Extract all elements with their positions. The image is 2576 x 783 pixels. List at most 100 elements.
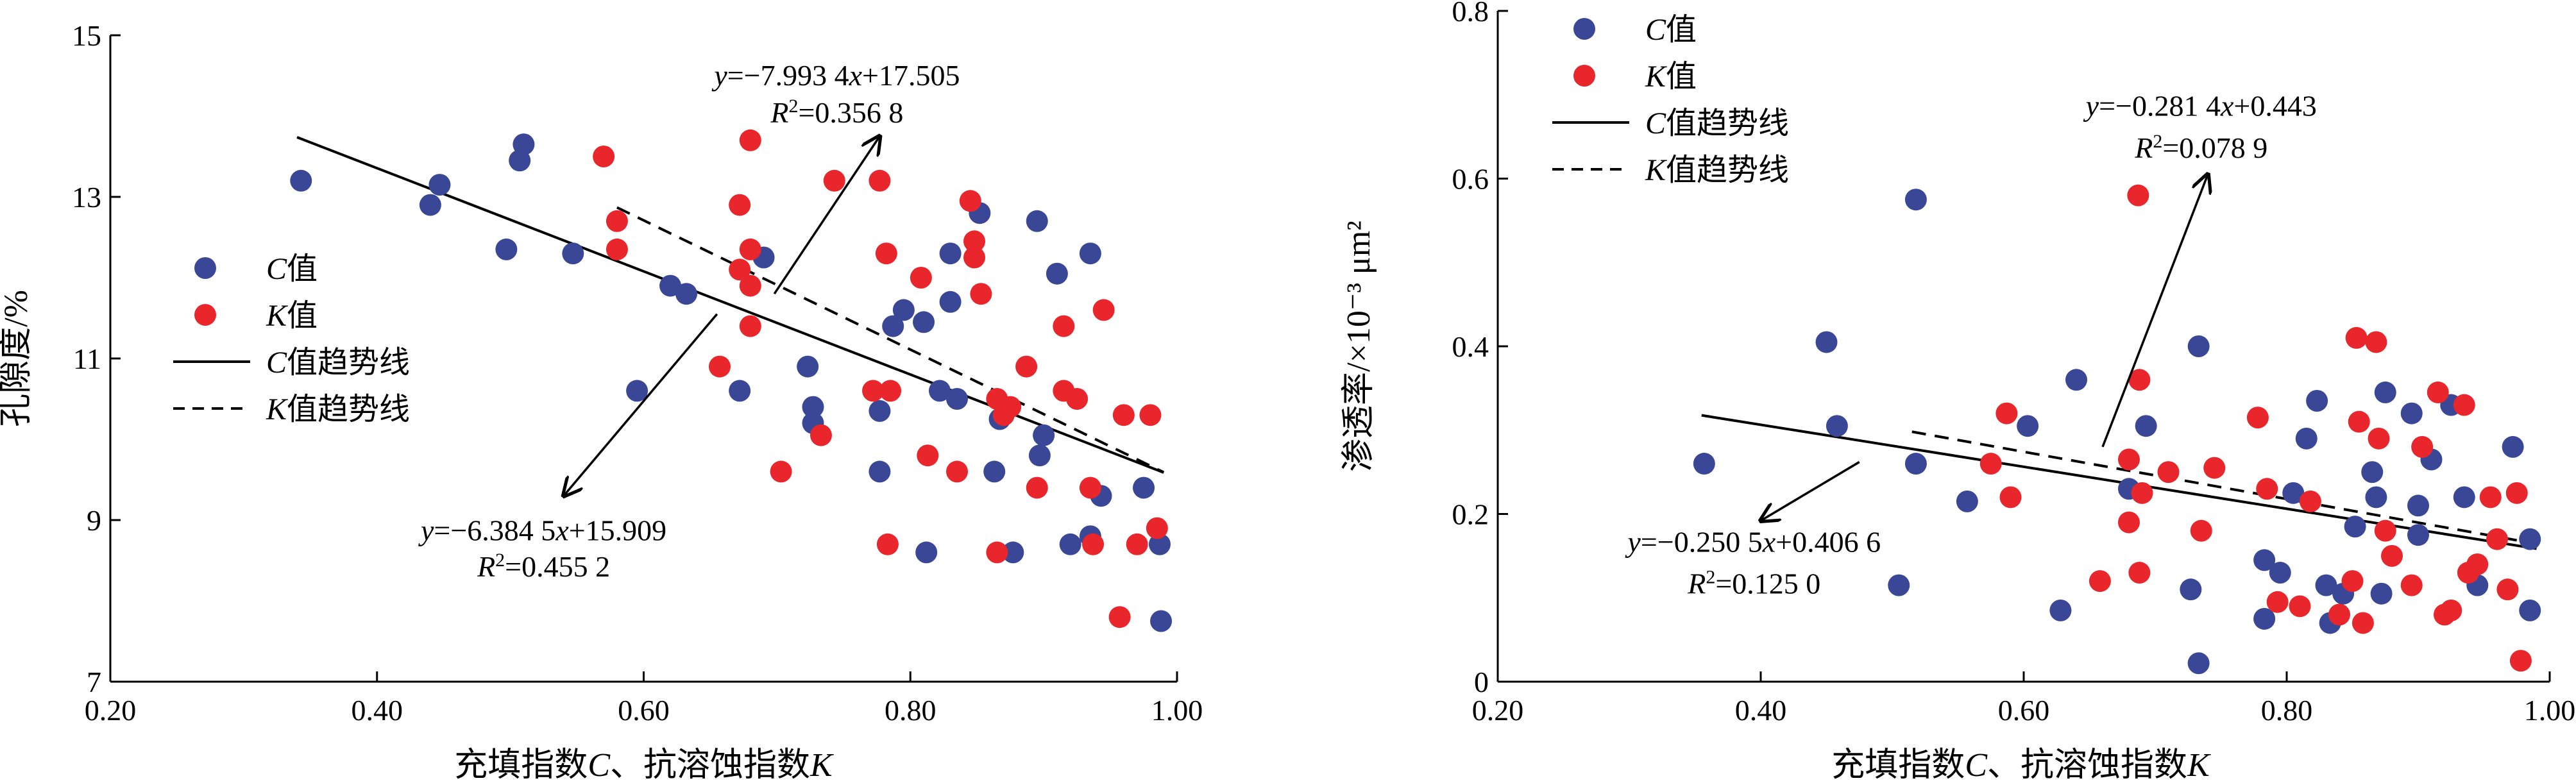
- chart2-k-point: [2203, 457, 2226, 479]
- chart1-y-tick-label: 7: [87, 666, 101, 698]
- chart1-c-point: [290, 169, 312, 192]
- chart2-k-point: [2190, 519, 2212, 542]
- chart2-y-tick-label: 0: [1474, 666, 1489, 698]
- chart1-c-point: [913, 311, 935, 333]
- chart2-k-point: [2348, 410, 2370, 433]
- chart2-x-axis-title: 充填指数C、抗溶蚀指数K: [1831, 747, 2211, 783]
- chart2-k-point: [1999, 486, 2022, 509]
- chart1-k-point: [1053, 315, 1075, 337]
- chart2-c-point: [2407, 494, 2429, 517]
- chart2-c-point: [2374, 381, 2396, 403]
- chart2-k-point: [2131, 482, 2153, 504]
- chart2-legend-c-value-marker: [1573, 18, 1595, 40]
- chart2-k-point: [2256, 478, 2278, 500]
- chart2-k-point: [2486, 528, 2508, 550]
- chart1-k-point: [606, 238, 628, 260]
- chart1-k-point: [910, 267, 932, 289]
- chart2-k-point: [1996, 402, 2018, 425]
- porosity-chart: 0.20 0.40 0.60 0.80 1.00 7 9 11 13 15 充填指数C、抗溶蚀指数K…: [0, 19, 1203, 783]
- chart2-c-point: [2187, 335, 2210, 357]
- chart1-k-trendline: [616, 206, 1165, 474]
- chart1-k-point: [739, 274, 761, 297]
- chart1-k-point: [963, 230, 986, 253]
- chart2-k-point: [2368, 427, 2390, 450]
- chart1-k-point: [729, 194, 751, 216]
- chart2-c-point: [2407, 524, 2429, 546]
- chart2-k-point: [2118, 511, 2140, 534]
- chart2-k-arrow: [2101, 174, 2208, 448]
- chart1-k-point: [593, 146, 615, 167]
- chart2-k-point: [2479, 486, 2502, 509]
- chart2-c-point: [2253, 549, 2276, 571]
- chart1-k-point: [1126, 533, 1148, 555]
- chart1-k-point: [729, 258, 751, 281]
- chart2-k-point: [2127, 184, 2149, 206]
- chart1-c-point: [1002, 541, 1024, 564]
- chart2-c-point: [2269, 562, 2291, 584]
- chart2-y-tick-label: 0.8: [1452, 0, 1489, 28]
- chart1-legend-k-trend-label: K值趋势线: [266, 392, 410, 426]
- chart2-y-tick-label: 0.2: [1452, 498, 1489, 531]
- chart2-c-point: [2049, 599, 2072, 621]
- chart1-k-point: [739, 129, 761, 151]
- chart1-k-point: [986, 541, 1008, 564]
- chart1-k-point: [879, 380, 902, 402]
- permeability-chart: 0.20 0.40 0.60 0.80 1.00 0 0.2 0.4 0.6 0.8 充填指数C、抗…: [1341, 0, 2575, 783]
- chart1-k-r-squared: R2=0.356 8: [770, 96, 903, 130]
- chart2-c-point: [1904, 453, 1927, 475]
- chart2-c-point: [2065, 369, 2087, 391]
- chart2-k-point: [2381, 544, 2403, 567]
- chart2-c-point: [1904, 189, 1927, 211]
- chart1-x-tick-label: 1.00: [1151, 694, 1203, 727]
- chart2-k-point: [2289, 595, 2311, 618]
- chart1-c-arrow: [564, 313, 718, 496]
- chart1-k-point: [708, 355, 731, 378]
- chart2-legend-c-value-label: C值: [1645, 13, 1697, 47]
- chart1-c-point: [428, 174, 451, 196]
- chart1-k-point: [606, 210, 628, 232]
- chart2-c-point: [1956, 490, 1978, 512]
- chart2-k-point: [2365, 331, 2387, 353]
- chart2-y-tick-label: 0.4: [1452, 330, 1489, 363]
- chart1-k-point: [1066, 388, 1089, 410]
- chart1-c-point: [729, 380, 751, 402]
- chart2-c-equation: y=−0.250 5x+0.406 6: [1625, 525, 1881, 558]
- chart2-legend-c-trend-label: C值趋势线: [1645, 106, 1789, 140]
- chart2-k-point: [2440, 599, 2462, 621]
- chart2-c-point: [2502, 435, 2524, 458]
- chart2-k-point: [2089, 570, 2111, 593]
- chart1-k-point: [1082, 533, 1105, 555]
- chart2-c-point: [2344, 516, 2366, 538]
- chart1-x-tick-label: 0.20: [85, 694, 137, 727]
- chart2-c-point: [2135, 415, 2157, 437]
- chart2-x-tick-label: 0.20: [1472, 694, 1524, 727]
- chart2-legend-k-trend-label: K值趋势线: [1645, 153, 1789, 187]
- chart1-c-point: [1026, 210, 1048, 232]
- chart2-c-point: [2253, 607, 2276, 630]
- chart2-x-tick-label: 0.40: [1735, 694, 1787, 727]
- chart1-k-point: [1112, 404, 1135, 426]
- chart1-y-axis-title: 孔隙度/%: [0, 290, 35, 427]
- chart1-k-point: [1092, 299, 1115, 321]
- chart1-c-point: [869, 400, 891, 422]
- chart2-c-point: [2282, 482, 2305, 504]
- chart2-c-point: [2361, 461, 2384, 484]
- chart2-legend-k-value-label: K值: [1645, 60, 1697, 94]
- chart1-c-trendline: [296, 136, 1164, 474]
- chart2-c-point: [1888, 574, 1910, 596]
- chart2-c-point: [2017, 415, 2039, 437]
- chart1-x-axis-title: 充填指数C、抗溶蚀指数K: [454, 747, 834, 783]
- chart2-c-point: [2365, 486, 2387, 509]
- chart2-k-point: [2128, 562, 2151, 584]
- chart1-c-point: [892, 299, 915, 321]
- chart1-c-point: [939, 242, 962, 265]
- chart2-k-point: [2128, 369, 2151, 391]
- chart1-c-equation: y=−6.384 5x+15.909: [418, 514, 666, 547]
- chart1-k-point: [946, 460, 969, 483]
- chart1-c-point: [626, 380, 648, 402]
- chart1-k-point: [809, 424, 832, 446]
- chart1-legend-k-value-label: K值: [266, 299, 318, 333]
- chart1-y-tick-label: 13: [72, 181, 101, 214]
- chart2-k-point: [2466, 553, 2489, 575]
- chart2-c-point: [2187, 652, 2210, 675]
